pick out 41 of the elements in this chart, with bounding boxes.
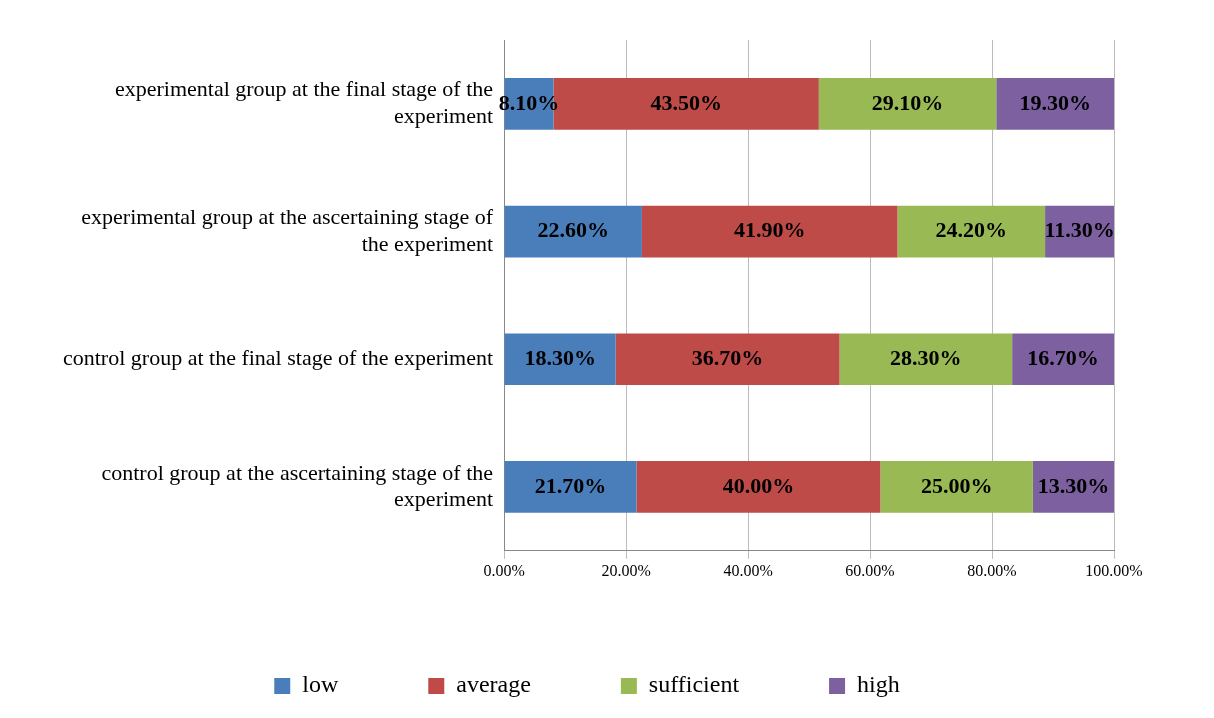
data-label: 22.60% [537,217,609,243]
legend-label: low [302,671,339,698]
data-label: 18.30% [524,344,596,370]
y-tick-label: experimental group at the final stage of the experiment [114,76,494,128]
legend-label: average [456,671,531,698]
legend-label: high [857,671,900,698]
bar [641,205,898,258]
data-label: 36.70% [691,344,764,370]
x-tick-label: 60.00% [845,561,895,579]
x-tick-label: 20.00% [601,561,651,579]
data-label: 29.10% [871,89,944,115]
legend-label: sufficient [648,671,740,698]
data-label: 16.70% [1027,344,1099,370]
bar [615,333,840,386]
x-tick-label: 40.00% [723,561,773,579]
bar [818,77,997,130]
bar [897,205,1046,258]
x-tick-label: 80.00% [967,561,1017,579]
data-label: 40.00% [722,472,795,498]
y-tick-label: control group at the ascertaining stage of the experiment [101,459,494,511]
bar [880,461,1033,513]
x-tick-label: 0.00% [483,561,525,579]
data-label: 11.30% [1044,217,1115,243]
data-label: 41.90% [733,217,806,243]
data-label: 19.30% [1019,89,1091,115]
bar [839,333,1013,386]
bar [504,461,637,513]
y-tick-label: control group at the final stage of the experiment [63,345,494,371]
bar [504,333,616,386]
data-label: 13.30% [1037,472,1110,498]
data-label: 24.20% [935,217,1008,243]
data-label: 43.50% [650,89,722,115]
bar [636,461,881,513]
bar [504,205,642,258]
data-label: 25.00% [920,472,993,498]
bar [996,77,1114,130]
data-label: 21.70% [534,472,607,498]
data-label: 28.30% [890,344,962,370]
bar [1012,333,1114,386]
x-tick-label: 100.00% [1085,561,1143,579]
y-tick-label: experimental group at the ascertaining stage of the experiment [81,204,494,256]
